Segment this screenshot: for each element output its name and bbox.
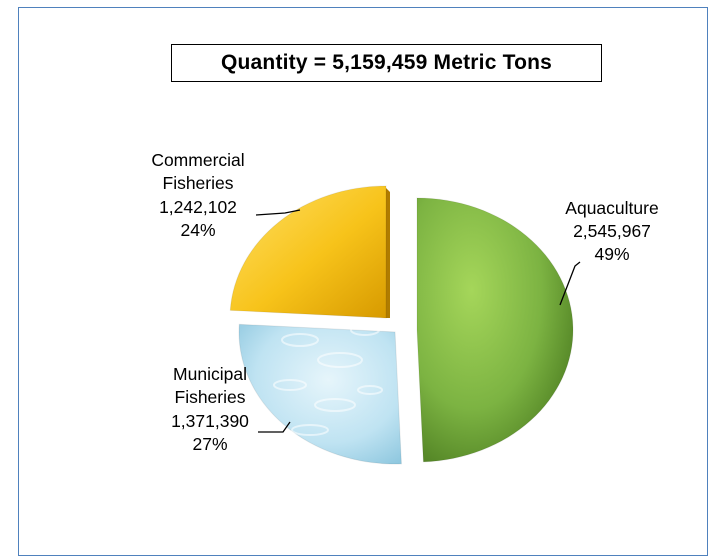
commercial-slice	[229, 185, 387, 319]
commercial-label-value: 1,242,102	[159, 197, 237, 217]
commercial-label-name-1: Commercial	[151, 150, 244, 170]
aquaculture-label-value: 2,545,967	[573, 221, 651, 241]
municipal-label: Municipal Fisheries 1,371,390 27%	[171, 364, 249, 454]
municipal-label-percent: 27%	[192, 434, 227, 454]
municipal-slice	[238, 323, 402, 465]
commercial-slice-depth-right	[386, 188, 390, 318]
commercial-label-name-2: Fisheries	[163, 173, 234, 193]
aquaculture-label: Aquaculture 2,545,967 49%	[565, 198, 658, 264]
commercial-label-percent: 24%	[180, 220, 215, 240]
aquaculture-label-name: Aquaculture	[565, 198, 658, 218]
aquaculture-leader-line	[559, 261, 581, 306]
municipal-texture	[273, 324, 383, 436]
aquaculture-slice	[416, 197, 574, 463]
chart-title: Quantity = 5,159,459 Metric Tons	[171, 44, 602, 82]
municipal-label-name-1: Municipal	[173, 364, 247, 384]
commercial-label: Commercial Fisheries 1,242,102 24%	[151, 150, 244, 240]
municipal-label-name-2: Fisheries	[175, 387, 246, 407]
municipal-label-value: 1,371,390	[171, 411, 249, 431]
municipal-leader-line	[258, 421, 291, 433]
aquaculture-label-percent: 49%	[594, 244, 629, 264]
commercial-leader-line	[255, 209, 301, 216]
